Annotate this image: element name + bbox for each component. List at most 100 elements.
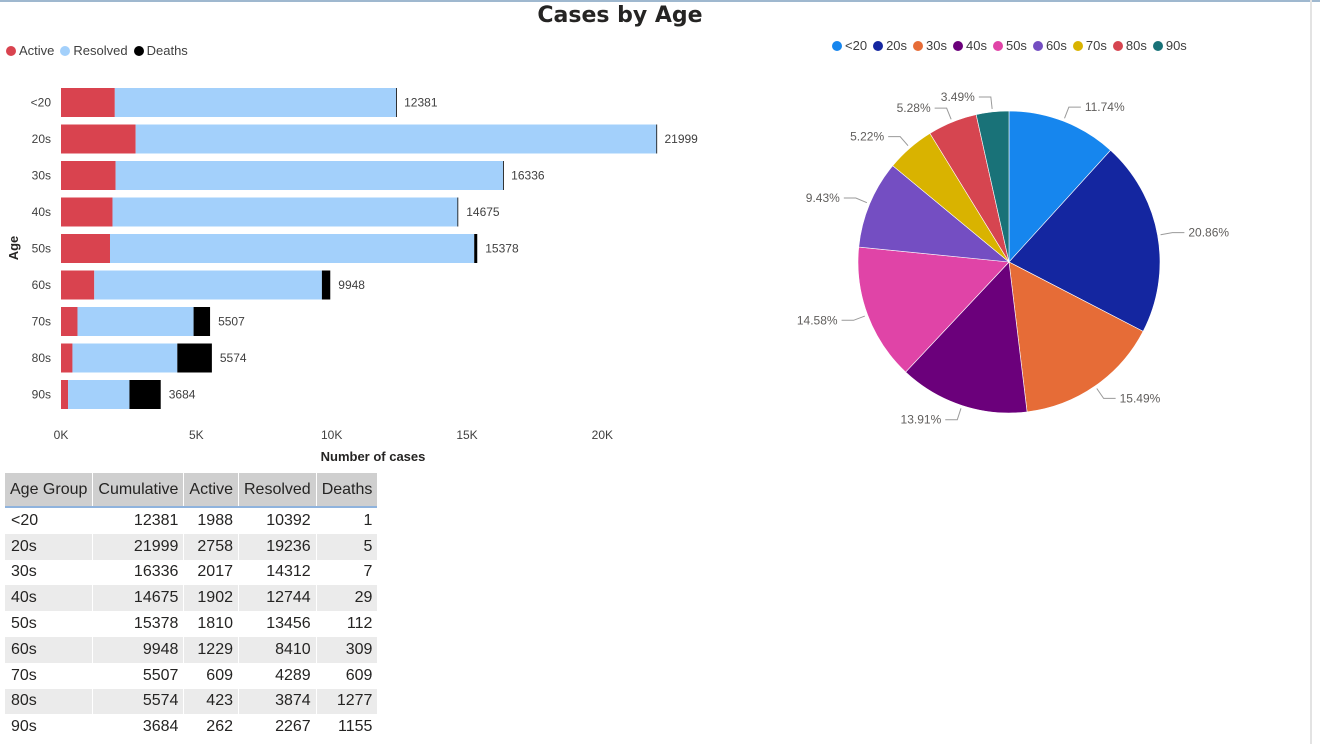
table-cell-deaths: 609: [315, 662, 378, 689]
table-cell-active: 1988: [183, 507, 239, 534]
bar-resolved-90s[interactable]: [68, 380, 130, 409]
bar-active-20s[interactable]: [61, 124, 136, 154]
bar-deaths-80s[interactable]: [177, 343, 212, 373]
bar-deaths-20s[interactable]: [656, 124, 658, 154]
pie-data-label: 5.22%: [850, 130, 884, 144]
legend-label: 50s: [1005, 38, 1027, 53]
table-cell-cumulative: 15378: [92, 611, 184, 637]
legend-label: <20: [845, 38, 868, 53]
bar-chart-legend[interactable]: Active Resolved Deaths: [6, 43, 194, 58]
legend-dot-icon: [992, 40, 1003, 51]
table-cell-active: 1902: [183, 585, 239, 612]
bar-resolved-70s[interactable]: [77, 307, 194, 336]
column-header-age-group[interactable]: Age Group: [5, 473, 93, 508]
bar-active-under20[interactable]: [61, 88, 115, 117]
bar-deaths-60s[interactable]: [321, 270, 331, 300]
bar-resolved-under20[interactable]: [114, 88, 397, 117]
cases-table[interactable]: Age Group Cumulative Active Resolved Deaths …: [5, 473, 378, 741]
table-body: <20 12381 1988 10392 1 20s 21999 2758 19236 5 30s 1…: [5, 507, 378, 741]
bar-legend-item-active[interactable]: Active: [6, 43, 54, 58]
bar-total-label: 3684: [169, 388, 196, 402]
bar-resolved-20s[interactable]: [135, 124, 657, 154]
bar-deaths-50s[interactable]: [474, 234, 478, 263]
table-cell-age-group: 60s: [5, 636, 93, 663]
bar-deaths-30s[interactable]: [502, 161, 504, 190]
table-row[interactable]: <20 12381 1988 10392 1: [5, 507, 378, 534]
pie-leader-line: [843, 197, 868, 204]
bar-resolved-60s[interactable]: [94, 270, 322, 300]
bar-active-90s[interactable]: [61, 380, 69, 409]
table-cell-cumulative: 3684: [92, 714, 184, 741]
top-border: [0, 0, 1320, 2]
y-tick-label: 80s: [32, 351, 51, 365]
bar-legend-item-resolved[interactable]: Resolved: [60, 43, 128, 58]
legend-label: 70s: [1085, 38, 1107, 53]
table-row[interactable]: 60s 9948 1229 8410 309: [5, 636, 378, 663]
pie-legend-item-70s[interactable]: 70s: [1072, 38, 1107, 53]
pie-legend-item-40s[interactable]: 40s: [953, 38, 987, 53]
pie-slice-under20[interactable]: [1008, 110, 1111, 263]
bar-active-50s[interactable]: [61, 234, 110, 263]
bar-deaths-90s[interactable]: [129, 380, 161, 409]
table-cell-age-group: 20s: [5, 533, 93, 560]
table-cell-resolved: 2267: [238, 714, 317, 741]
bar-active-80s[interactable]: [61, 343, 73, 373]
bar-deaths-under20[interactable]: [396, 88, 397, 117]
pie-legend-item-under20[interactable]: <20: [832, 38, 867, 53]
column-header-deaths[interactable]: Deaths: [315, 473, 378, 508]
column-header-active[interactable]: Active: [183, 473, 239, 508]
pie-legend-item-90s[interactable]: 90s: [1152, 38, 1187, 53]
bar-active-30s[interactable]: [61, 161, 116, 190]
pie-chart-legend[interactable]: <20 20s 30s 40s 50s 60s 70s 80s 90s: [832, 38, 1193, 53]
bar-active-60s[interactable]: [61, 270, 95, 300]
column-header-resolved[interactable]: Resolved: [238, 473, 317, 508]
bar-deaths-70s[interactable]: [193, 307, 211, 336]
bar-resolved-50s[interactable]: [109, 234, 475, 263]
y-tick-label: 90s: [32, 388, 51, 402]
pie-slice-30s[interactable]: [1008, 261, 1144, 413]
pie-chart[interactable]: 11.74% 20.86% 15.49% 13.91% 14.58% 9.43% 5.22%…: [770, 60, 1270, 460]
table-row[interactable]: 50s 15378 1810 13456 112: [5, 611, 378, 637]
legend-dot-icon: [1072, 40, 1083, 51]
bar-total-label: 16336: [511, 169, 545, 183]
legend-dot-icon: [6, 45, 16, 56]
pie-slice-60s[interactable]: [858, 165, 1010, 263]
bar-resolved-80s[interactable]: [72, 343, 178, 373]
pie-slice-50s[interactable]: [857, 246, 1010, 373]
table-row[interactable]: 80s 5574 423 3874 1277: [5, 688, 378, 715]
legend-label: Active: [19, 43, 55, 58]
bar-active-70s[interactable]: [61, 307, 78, 336]
pie-legend-item-30s[interactable]: 30s: [913, 38, 947, 53]
bar-deaths-40s[interactable]: [457, 197, 459, 227]
table-row[interactable]: 20s 21999 2758 19236 5: [5, 533, 378, 560]
table-header-row: Age Group Cumulative Active Resolved Deaths: [5, 473, 378, 508]
bar-chart[interactable]: 12381 <20 21999 20s 16336 30s 14675 40s 15378 50s…: [0, 60, 720, 470]
pie-legend-item-50s[interactable]: 50s: [992, 38, 1027, 53]
x-tick-label: 0K: [54, 428, 69, 442]
pie-slice-90s[interactable]: [975, 110, 1010, 263]
table-row[interactable]: 40s 14675 1902 12744 29: [5, 585, 378, 612]
right-border: [1310, 0, 1312, 744]
legend-label: 40s: [966, 38, 987, 53]
pie-legend-item-80s[interactable]: 80s: [1112, 38, 1147, 53]
pie-legend-item-60s[interactable]: 60s: [1032, 38, 1067, 53]
pie-legend-item-20s[interactable]: 20s: [873, 38, 907, 53]
legend-dot-icon: [953, 40, 963, 51]
table-cell-deaths: 112: [315, 611, 378, 637]
bar-resolved-30s[interactable]: [115, 161, 503, 190]
table-cell-resolved: 3874: [238, 688, 317, 715]
bar-resolved-40s[interactable]: [112, 197, 458, 227]
pie-slice-20s[interactable]: [1008, 149, 1161, 332]
bar-active-40s[interactable]: [61, 197, 113, 227]
table-cell-active: 609: [183, 662, 239, 689]
bar-legend-item-deaths[interactable]: Deaths: [133, 43, 188, 58]
bar-total-label: 5507: [218, 315, 245, 329]
legend-dot-icon: [133, 45, 144, 56]
table-row[interactable]: 70s 5507 609 4289 609: [5, 662, 378, 689]
pie-slice-40s[interactable]: [905, 261, 1028, 414]
table-cell-resolved: 12744: [238, 585, 317, 612]
table-row[interactable]: 90s 3684 262 2267 1155: [5, 714, 378, 741]
y-tick-label: 30s: [32, 169, 51, 183]
column-header-cumulative[interactable]: Cumulative: [92, 473, 184, 508]
table-row[interactable]: 30s 16336 2017 14312 7: [5, 559, 378, 586]
